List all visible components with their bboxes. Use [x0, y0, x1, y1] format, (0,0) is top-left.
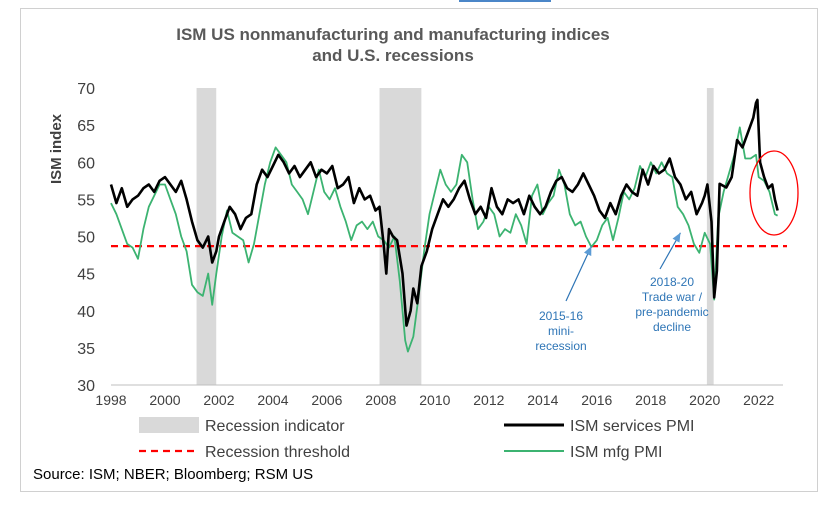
- series-line-ism-services-pmi: [109, 98, 779, 327]
- recession-band-1: [196, 88, 217, 385]
- legend-label-recession-indicator: Recession indicator: [205, 418, 345, 435]
- series-line-ism-mfg-pmi: [110, 126, 779, 353]
- x-tick-label-2012: 2012: [473, 392, 504, 408]
- annotation-2-line-3: pre-pandemic: [635, 305, 708, 319]
- x-tick-label-2014: 2014: [527, 392, 558, 408]
- x-tick-label-1998: 1998: [95, 392, 126, 408]
- y-tick-label-30: 30: [77, 378, 95, 395]
- y-tick-label-50: 50: [77, 230, 95, 247]
- recession-bands: [196, 88, 714, 385]
- y-tick-label-40: 40: [77, 304, 95, 321]
- legend-swatch-recession-indicator: [139, 417, 199, 433]
- recession-band-3: [706, 88, 714, 385]
- axes: 1998 2000 2002 2004 2006 2008 2010 2012 2014 2016…: [77, 81, 783, 408]
- chart-svg: ISM US nonmanufacturing and manufacturin…: [33, 25, 799, 483]
- x-tick-label-2004: 2004: [257, 392, 288, 408]
- x-tick-label-2010: 2010: [419, 392, 450, 408]
- top-accent-line: [459, 0, 551, 2]
- highlight-circle: [749, 150, 799, 236]
- y-tick-label-45: 45: [77, 267, 95, 284]
- chart-title-line1: ISM US nonmanufacturing and manufacturin…: [176, 25, 610, 44]
- x-tick-label-2016: 2016: [581, 392, 612, 408]
- recession-band-2: [379, 88, 422, 385]
- legend-label-ism-mfg-pmi: ISM mfg PMI: [570, 444, 662, 461]
- chart-frame: ISM US nonmanufacturing and manufacturin…: [20, 8, 818, 492]
- y-tick-label-60: 60: [77, 155, 95, 172]
- legend-label-ism-services-pmi: ISM services PMI: [570, 418, 694, 435]
- y-tick-label-35: 35: [77, 341, 95, 358]
- annotation-1-line-1: 2015-16: [539, 309, 583, 323]
- x-tick-label-2006: 2006: [311, 392, 342, 408]
- source-note: Source: ISM; NBER; Bloomberg; RSM US: [33, 466, 313, 483]
- annotation-2-line-1: 2018-20: [650, 275, 694, 289]
- series-lines: [109, 98, 779, 353]
- x-tick-label-2018: 2018: [635, 392, 666, 408]
- x-tick-label-2020: 2020: [689, 392, 720, 408]
- y-axis-label: ISM index: [48, 113, 65, 184]
- annotation-2-line-2: Trade war /: [642, 290, 703, 304]
- x-tick-label-2008: 2008: [365, 392, 396, 408]
- annotation-arrow-1: [565, 245, 592, 302]
- x-tick-label-2022: 2022: [743, 392, 774, 408]
- y-tick-label-70: 70: [77, 81, 95, 98]
- chart-title-line2: and U.S. recessions: [312, 46, 474, 65]
- x-tick-label-2002: 2002: [203, 392, 234, 408]
- annotation-2-line-4: decline: [653, 320, 691, 334]
- annotation-1-line-3: recession: [535, 339, 586, 353]
- y-tick-label-55: 55: [77, 192, 95, 209]
- annotation-arrowhead-1: [583, 246, 592, 257]
- x-tick-label-2000: 2000: [149, 392, 180, 408]
- legend: Recession indicator ISM services PMI Reces…: [139, 417, 694, 461]
- annotation-1-line-2: mini-: [548, 324, 574, 338]
- y-tick-label-65: 65: [77, 118, 95, 135]
- legend-label-recession-threshold: Recession threshold: [205, 444, 350, 461]
- annotation-arrowhead-2: [672, 232, 681, 243]
